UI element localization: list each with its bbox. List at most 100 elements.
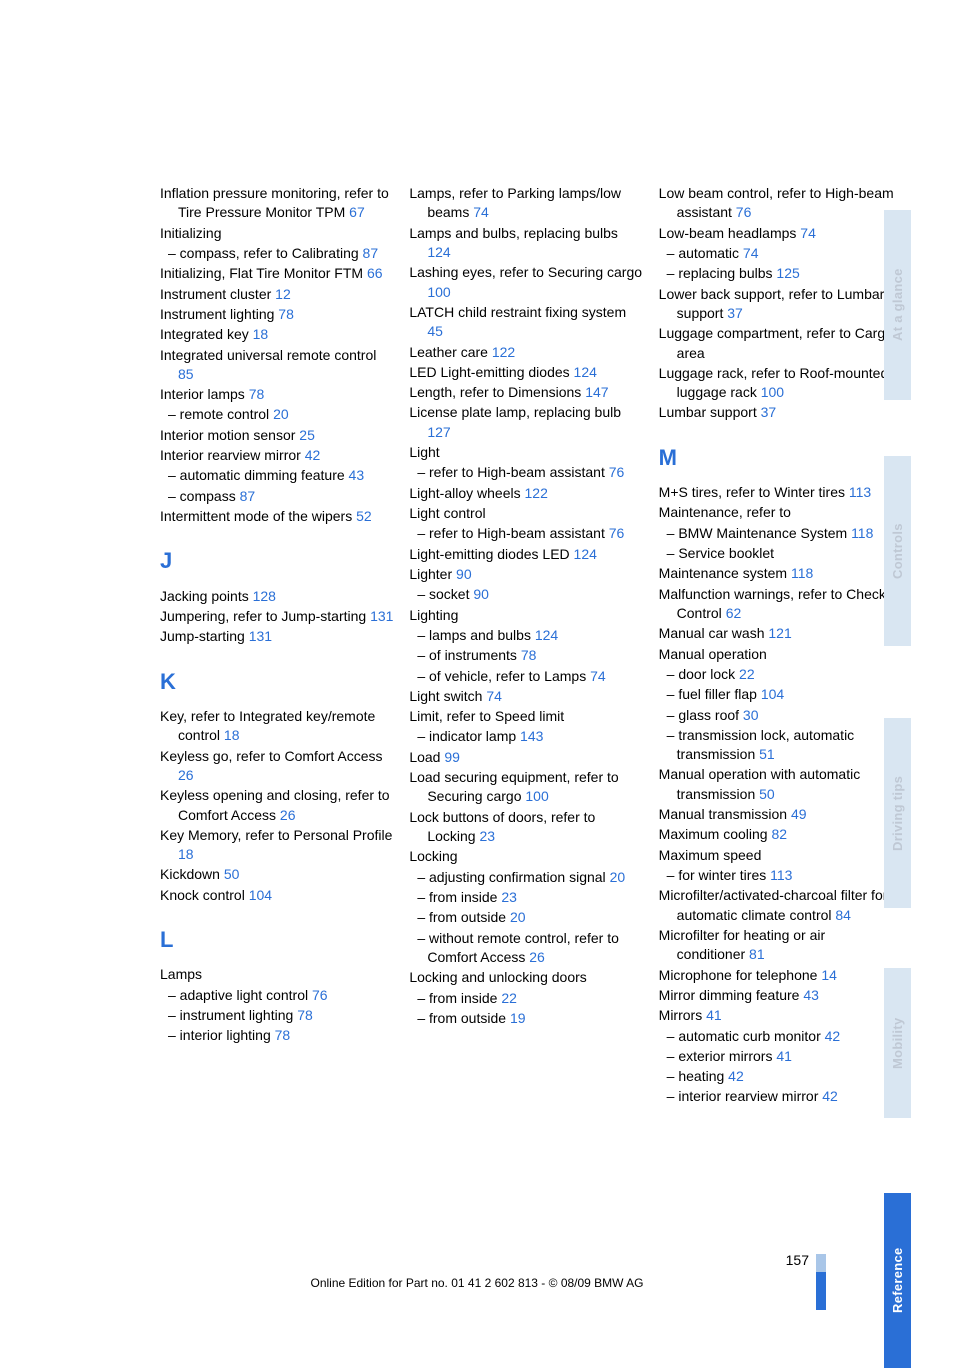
page-link[interactable]: 26 bbox=[178, 767, 194, 783]
page-link[interactable]: 78 bbox=[275, 1027, 291, 1043]
page-link[interactable]: 143 bbox=[520, 728, 543, 744]
page-link[interactable]: 30 bbox=[743, 707, 759, 723]
page-link[interactable]: 51 bbox=[759, 746, 775, 762]
entry-text: Jump-starting bbox=[160, 628, 245, 644]
page-link[interactable]: 76 bbox=[312, 987, 328, 1003]
page-link[interactable]: 18 bbox=[224, 727, 240, 743]
page-link[interactable]: 124 bbox=[535, 627, 558, 643]
page-link[interactable]: 76 bbox=[609, 525, 625, 541]
tab-driving-tips[interactable]: Driving tips bbox=[884, 718, 911, 908]
page-link[interactable]: 124 bbox=[574, 364, 597, 380]
page-link[interactable]: 42 bbox=[305, 447, 321, 463]
page-link[interactable]: 74 bbox=[743, 245, 759, 261]
page-link[interactable]: 26 bbox=[529, 949, 545, 965]
tab-mobility[interactable]: Mobility bbox=[884, 968, 911, 1118]
column-2: Lamps, refer to Parking lamps/low beams … bbox=[409, 184, 644, 1108]
index-entry: Light control bbox=[409, 504, 644, 523]
page-link[interactable]: 74 bbox=[800, 225, 816, 241]
page-link[interactable]: 20 bbox=[610, 869, 626, 885]
page-link[interactable]: 131 bbox=[370, 608, 393, 624]
page-link[interactable]: 99 bbox=[444, 749, 460, 765]
page-link[interactable]: 22 bbox=[501, 990, 517, 1006]
page-link[interactable]: 100 bbox=[761, 384, 784, 400]
page-link[interactable]: 78 bbox=[297, 1007, 313, 1023]
page-link[interactable]: 23 bbox=[501, 889, 517, 905]
page-link[interactable]: 74 bbox=[590, 668, 606, 684]
page-link[interactable]: 74 bbox=[473, 204, 489, 220]
entry-text: – from outside bbox=[417, 1010, 506, 1026]
page-link[interactable]: 62 bbox=[726, 605, 742, 621]
page-link[interactable]: 43 bbox=[803, 987, 819, 1003]
page-link[interactable]: 124 bbox=[427, 244, 450, 260]
page-link[interactable]: 113 bbox=[849, 484, 871, 500]
page-link[interactable]: 50 bbox=[224, 866, 240, 882]
page-link[interactable]: 124 bbox=[574, 546, 597, 562]
page-link[interactable]: 76 bbox=[609, 464, 625, 480]
page-link[interactable]: 67 bbox=[349, 204, 365, 220]
page-link[interactable]: 42 bbox=[728, 1068, 744, 1084]
page-link[interactable]: 90 bbox=[456, 566, 472, 582]
page-link[interactable]: 52 bbox=[356, 508, 372, 524]
index-entry: Microfilter/activated-charcoal filter fo… bbox=[659, 886, 894, 925]
page-link[interactable]: 82 bbox=[771, 826, 787, 842]
tab-controls[interactable]: Controls bbox=[884, 456, 911, 646]
page-link[interactable]: 122 bbox=[525, 485, 548, 501]
page-link[interactable]: 25 bbox=[299, 427, 315, 443]
page-link[interactable]: 78 bbox=[278, 306, 294, 322]
page-link[interactable]: 18 bbox=[178, 846, 194, 862]
page-link[interactable]: 14 bbox=[821, 967, 837, 983]
page-link[interactable]: 100 bbox=[427, 284, 450, 300]
index-letter: L bbox=[160, 925, 395, 955]
page-link[interactable]: 128 bbox=[253, 588, 276, 604]
page-link[interactable]: 113 bbox=[770, 867, 792, 883]
page-link[interactable]: 45 bbox=[427, 323, 443, 339]
page-link[interactable]: 87 bbox=[240, 488, 256, 504]
page-link[interactable]: 42 bbox=[822, 1088, 838, 1104]
page-link[interactable]: 125 bbox=[776, 265, 799, 281]
page-link[interactable]: 122 bbox=[492, 344, 515, 360]
tab-at-a-glance[interactable]: At a glance bbox=[884, 210, 911, 400]
page-link[interactable]: 76 bbox=[736, 204, 752, 220]
page-link[interactable]: 131 bbox=[249, 628, 272, 644]
page-link[interactable]: 81 bbox=[749, 946, 765, 962]
page-link[interactable]: 87 bbox=[363, 245, 379, 261]
page-link[interactable]: 19 bbox=[510, 1010, 526, 1026]
page-link[interactable]: 78 bbox=[521, 647, 537, 663]
page-link[interactable]: 66 bbox=[367, 265, 383, 281]
page-link[interactable]: 20 bbox=[510, 909, 526, 925]
page-link[interactable]: 41 bbox=[776, 1048, 792, 1064]
page-link[interactable]: 118 bbox=[791, 565, 813, 581]
page-link[interactable]: 90 bbox=[473, 586, 489, 602]
page-link[interactable]: 85 bbox=[178, 366, 194, 382]
index-entry: – compass 87 bbox=[160, 487, 395, 506]
page-link[interactable]: 49 bbox=[791, 806, 807, 822]
page-link[interactable]: 84 bbox=[835, 907, 851, 923]
page-link[interactable]: 104 bbox=[761, 686, 784, 702]
page-link[interactable]: 26 bbox=[280, 807, 296, 823]
entry-text: Lock buttons of doors, refer to Locking bbox=[409, 809, 595, 844]
index-entry: Lamps, refer to Parking lamps/low beams … bbox=[409, 184, 644, 223]
page-link[interactable]: 22 bbox=[739, 666, 755, 682]
entry-text: – from inside bbox=[417, 889, 497, 905]
entry-text: Manual car wash bbox=[659, 625, 765, 641]
page-link[interactable]: 23 bbox=[479, 828, 495, 844]
page-link[interactable]: 37 bbox=[727, 305, 743, 321]
page-link[interactable]: 127 bbox=[427, 424, 450, 440]
page-link[interactable]: 118 bbox=[851, 525, 873, 541]
page-link[interactable]: 37 bbox=[761, 404, 777, 420]
page-link[interactable]: 50 bbox=[759, 786, 775, 802]
page-link[interactable]: 41 bbox=[706, 1007, 722, 1023]
page-link[interactable]: 78 bbox=[249, 386, 265, 402]
page-link[interactable]: 121 bbox=[768, 625, 791, 641]
page-link[interactable]: 104 bbox=[249, 887, 272, 903]
page-link[interactable]: 18 bbox=[253, 326, 269, 342]
page-link[interactable]: 42 bbox=[825, 1028, 841, 1044]
index-entry: Light-emitting diodes LED 124 bbox=[409, 545, 644, 564]
page-link[interactable]: 74 bbox=[486, 688, 502, 704]
page-link[interactable]: 147 bbox=[585, 384, 608, 400]
page-link[interactable]: 43 bbox=[349, 467, 365, 483]
page-link[interactable]: 100 bbox=[525, 788, 548, 804]
page-link[interactable]: 12 bbox=[275, 286, 291, 302]
page-link[interactable]: 20 bbox=[273, 406, 289, 422]
index-entry: – refer to High-beam assistant 76 bbox=[409, 524, 644, 543]
